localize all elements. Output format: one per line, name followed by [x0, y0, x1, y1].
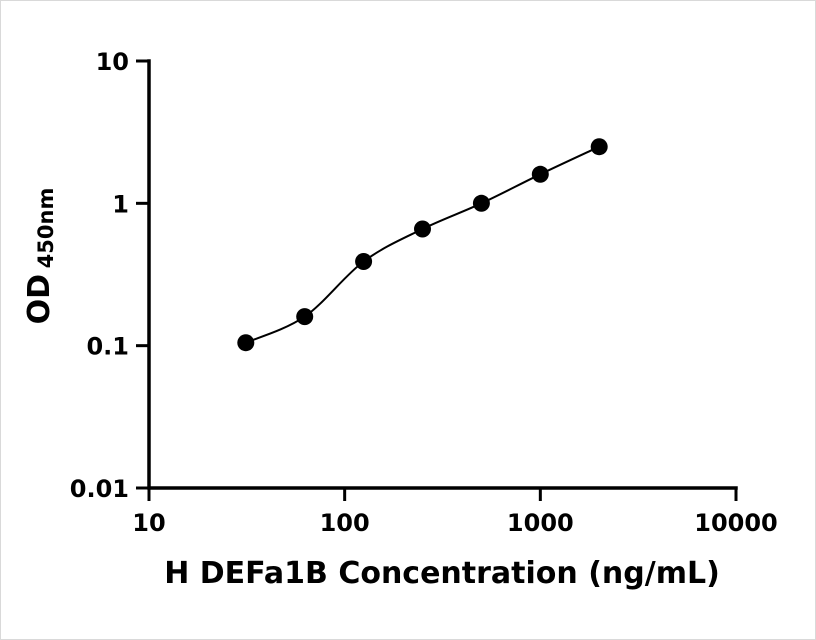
- data-point: [296, 308, 314, 326]
- x-tick-label: 1000: [507, 509, 574, 537]
- x-axis-label: H DEFa1B Concentration (ng/mL): [164, 556, 720, 591]
- y-axis-label-main: OD: [22, 274, 57, 324]
- data-point: [414, 220, 431, 238]
- y-tick-labels: 0.01 0.1 1 10: [70, 48, 129, 503]
- y-axis-label-subscript: 450nm: [34, 188, 58, 269]
- axis-line: [147, 59, 738, 490]
- data-point: [531, 165, 549, 183]
- x-tick-labels: 10 100 1000 10000: [132, 509, 777, 537]
- x-tick-label: 10: [132, 509, 165, 537]
- y-axis-label: OD 450nm: [22, 188, 58, 325]
- data-point: [237, 334, 255, 352]
- x-tick-label: 100: [320, 509, 370, 537]
- data-point: [472, 194, 490, 212]
- data-point: [590, 138, 608, 156]
- data-points: [237, 138, 608, 352]
- tick-marks: [136, 59, 738, 501]
- y-tick-label: 10: [96, 48, 129, 76]
- x-tick-label: 10000: [694, 509, 778, 537]
- y-tick-label: 0.01: [70, 475, 129, 503]
- y-tick-label: 1: [112, 190, 129, 218]
- axes: [147, 59, 738, 490]
- data-point: [355, 253, 373, 270]
- y-tick-label: 0.1: [86, 333, 129, 361]
